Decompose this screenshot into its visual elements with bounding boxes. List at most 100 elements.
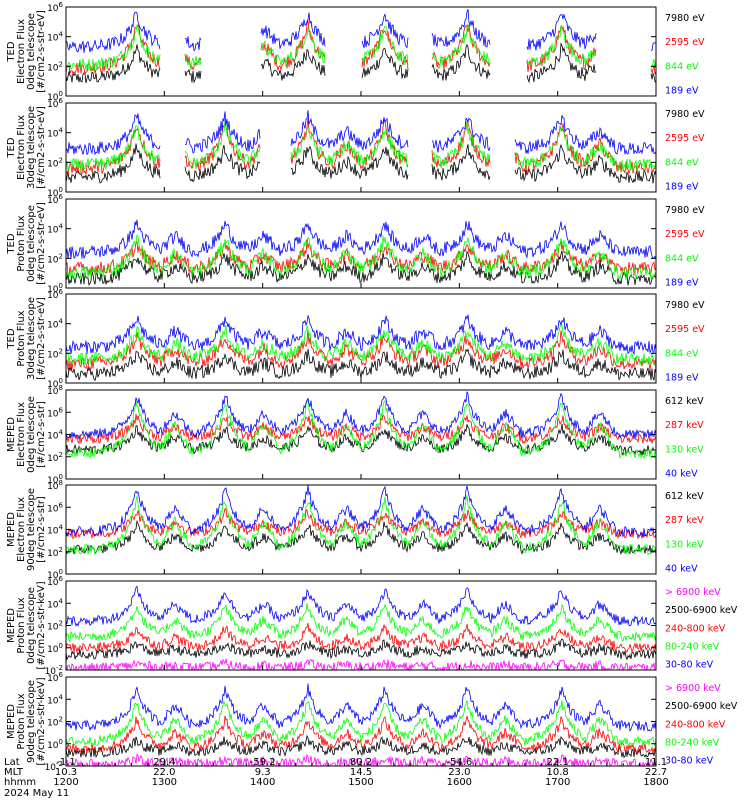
legend-entry-5-2: 287 keV xyxy=(665,420,704,431)
legend-entry-7-5: 30-80 keV xyxy=(665,660,714,671)
y-tick-label-7-2: 100 xyxy=(47,642,63,655)
series-line-4-2 xyxy=(65,329,657,371)
y-tick-label-6-3: 104 xyxy=(47,524,63,537)
y-axis-label-4: TEDProton Flux30deg telescope[#/cm2-s-st… xyxy=(6,297,47,380)
series-line-7-3 xyxy=(65,622,657,654)
x-tick-label-mlt-5: 23.0 xyxy=(448,767,470,778)
x-tick-label-lat-5: -54.6 xyxy=(446,757,472,768)
legend-entry-6-1: 612 keV xyxy=(665,491,704,502)
y-tick-label-2-4: 106 xyxy=(47,97,63,110)
series-line-3-1 xyxy=(65,250,657,286)
series-line-8-4 xyxy=(65,700,657,748)
y-tick-label-1-4: 106 xyxy=(47,1,63,14)
legend-entry-6-4: 40 keV xyxy=(665,564,698,575)
series-line-1-4 xyxy=(65,9,657,53)
series-line-7-2 xyxy=(65,638,657,661)
x-tick-label-lat-7: 11.1 xyxy=(645,757,667,768)
x-tick-label-mlt-7: 22.7 xyxy=(645,767,667,778)
series-line-5-3 xyxy=(65,398,657,460)
y-axis-label-2: TEDElectron Flux30deg telescope[#/cm2-s-… xyxy=(6,106,47,189)
series-line-6-2 xyxy=(65,507,657,540)
x-tick-label-lat-6: 22.1 xyxy=(547,757,569,768)
y-axis-label-6: MEPEDElectron Flux90deg telescope[#/cm2-… xyxy=(6,488,47,571)
legend-entry-1-1: 7980 eV xyxy=(665,13,705,24)
legend-entry-5-4: 40 keV xyxy=(665,469,698,480)
legend-entry-3-2: 2595 eV xyxy=(665,229,705,240)
legend-entry-8-3: 240-800 keV xyxy=(665,719,726,730)
y-axis-label-5: MEPEDElectron Flux0deg telescope[#/cm2-s… xyxy=(6,396,47,473)
x-tick-label-lat-3: -59.2 xyxy=(250,757,276,768)
x-tick-label-hhmm-3: 1400 xyxy=(250,777,275,788)
series-line-4-4 xyxy=(65,314,657,356)
y-tick-label-6-1: 100 xyxy=(47,568,63,581)
y-tick-label-5-3: 104 xyxy=(47,429,63,442)
y-tick-label-2-3: 104 xyxy=(47,127,63,140)
y-axis-label-1: TEDElectron Flux0deg telescope[#/cm2-s-s… xyxy=(6,10,47,93)
legend-entry-5-3: 130 keV xyxy=(665,444,704,455)
legend-entry-8-2: 2500-6900 keV xyxy=(665,701,738,712)
x-tick-label-hhmm-1: 1200 xyxy=(53,777,78,788)
legend-entry-1-4: 189 eV xyxy=(665,86,699,97)
y-tick-label-4-4: 106 xyxy=(47,288,63,301)
y-tick-label-8-3: 102 xyxy=(47,716,63,729)
x-tick-label-mlt-3: 9.3 xyxy=(255,767,271,778)
series-line-2-4 xyxy=(65,110,657,156)
x-tick-label-mlt-2: 22.0 xyxy=(153,767,175,778)
panel-frame-1 xyxy=(65,6,657,97)
y-tick-label-3-4: 106 xyxy=(47,193,63,206)
date-label: 2024 May 11 xyxy=(4,788,69,799)
legend-entry-4-4: 189 eV xyxy=(665,373,699,384)
series-line-8-2 xyxy=(65,734,657,759)
legend-entry-6-2: 287 keV xyxy=(665,515,704,526)
legend-entry-7-4: 80-240 keV xyxy=(665,642,720,653)
y-tick-label-6-4: 106 xyxy=(47,501,63,514)
y-tick-label-5-5: 108 xyxy=(47,384,63,397)
x-tick-label-lat-1: -1.1 xyxy=(56,757,76,768)
legend-entry-1-2: 2595 eV xyxy=(665,37,705,48)
y-tick-label-4-1: 100 xyxy=(47,377,63,390)
series-line-5-4 xyxy=(65,391,657,440)
y-tick-label-6-5: 108 xyxy=(47,479,63,492)
legend-entry-8-5: 30-80 keV xyxy=(665,756,714,767)
y-tick-label-7-1: 10-2 xyxy=(45,664,63,677)
series-line-3-3 xyxy=(65,234,657,281)
y-tick-label-2-2: 102 xyxy=(47,156,63,169)
legend-entry-2-4: 189 eV xyxy=(665,182,699,193)
series-line-4-3 xyxy=(65,324,657,367)
legend-entry-2-1: 7980 eV xyxy=(665,109,705,120)
y-tick-label-6-2: 102 xyxy=(47,546,63,559)
y-tick-label-3-3: 104 xyxy=(47,223,63,236)
legend-entry-7-3: 240-800 keV xyxy=(665,623,726,634)
y-axis-label-3: TEDProton Flux0deg telescope[#/cm2-s-str… xyxy=(6,202,47,285)
series-line-2-2 xyxy=(65,118,657,176)
series-line-3-4 xyxy=(65,219,657,260)
y-tick-label-1-1: 100 xyxy=(47,90,63,103)
y-tick-label-8-5: 106 xyxy=(47,671,63,684)
y-tick-label-7-4: 104 xyxy=(47,597,63,610)
y-tick-label-7-5: 106 xyxy=(47,575,63,588)
legend-entry-4-1: 7980 eV xyxy=(665,300,705,311)
x-tick-label-mlt-4: 14.5 xyxy=(350,767,372,778)
x-axis-row-label-lat: Lat xyxy=(4,757,20,768)
y-tick-label-5-1: 100 xyxy=(47,473,63,486)
legend-entry-2-2: 2595 eV xyxy=(665,133,705,144)
panel-frame-4 xyxy=(65,293,657,384)
x-tick-label-lat-2: 29.4 xyxy=(153,757,175,768)
series-line-6-3 xyxy=(65,494,657,556)
series-line-1-2 xyxy=(65,19,657,76)
y-tick-label-5-2: 102 xyxy=(47,451,63,464)
series-line-2-3 xyxy=(65,121,657,172)
x-tick-label-hhmm-4: 1500 xyxy=(348,777,373,788)
y-tick-label-3-2: 102 xyxy=(47,252,63,265)
legend-entry-2-3: 844 eV xyxy=(665,157,699,168)
x-tick-label-lat-4: 80.2 xyxy=(350,757,372,768)
y-tick-label-5-4: 106 xyxy=(47,406,63,419)
